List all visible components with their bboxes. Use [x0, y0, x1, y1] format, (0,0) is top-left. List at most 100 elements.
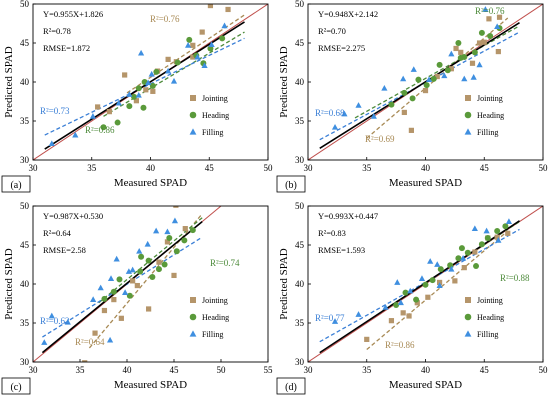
legend-marker-jointing — [465, 297, 471, 303]
point-filling — [125, 268, 132, 274]
overall-fit-line — [41, 220, 203, 354]
point-heading — [415, 76, 422, 83]
point-filling — [129, 266, 136, 273]
point-heading — [437, 266, 444, 273]
point-heading — [464, 249, 471, 256]
point-filling — [126, 91, 133, 97]
point-filling — [64, 318, 71, 325]
panel-tag-box — [276, 175, 306, 193]
legend-label: Filling — [477, 330, 498, 339]
point-filling — [381, 84, 388, 91]
point-jointing — [106, 109, 112, 115]
point-heading — [413, 296, 420, 303]
point-filling — [89, 113, 97, 119]
point-filling — [90, 296, 97, 302]
point-filling — [355, 102, 362, 108]
y-tick-label: 50 — [20, 202, 30, 211]
point-filling — [460, 254, 467, 261]
y-tick-label: 45 — [295, 38, 305, 48]
stat-line: RMSE=2.58 — [43, 245, 86, 255]
plot-frame — [32, 205, 269, 363]
point-heading — [484, 234, 491, 241]
plot-area — [308, 206, 543, 362]
panel-tag-box — [276, 377, 306, 395]
point-filling — [355, 311, 362, 317]
legend-marker-jointing — [190, 95, 196, 101]
point-jointing — [143, 87, 149, 93]
plot-frame — [307, 3, 544, 161]
point-heading — [494, 227, 501, 234]
y-tick-label: 40 — [295, 77, 305, 87]
y-tick-label: 45 — [20, 38, 30, 48]
point-heading — [436, 61, 443, 68]
point-heading — [423, 82, 430, 89]
regression-line-jointing — [88, 213, 203, 349]
point-jointing — [364, 336, 370, 342]
y-tick-label: 35 — [20, 318, 30, 328]
y-tick-label: 50 — [295, 0, 305, 9]
point-filling — [434, 261, 441, 267]
y-tick-label: 45 — [295, 240, 305, 250]
point-heading — [478, 29, 485, 36]
point-jointing — [164, 239, 171, 245]
point-jointing — [469, 60, 476, 66]
point-filling — [441, 72, 448, 79]
legend-marker-filling — [464, 330, 472, 337]
chart-svg-a: 30 35 40 45 50 30 35 40 45 50 Measured SPAD Predict… — [1, 0, 273, 193]
y-axis-label: Predicted SPAD — [3, 46, 15, 117]
point-jointing — [452, 278, 458, 284]
point-jointing — [406, 313, 412, 319]
x-tick-label: 45 — [480, 163, 490, 173]
y-tick-label: 50 — [20, 0, 30, 9]
stat-line: Y=0.955X+1.826 — [43, 9, 103, 19]
chart-svg-d: 30 35 40 45 50 30 35 40 45 50 Measured SPAD Predict… — [276, 201, 548, 395]
x-tick-label: 45 — [480, 365, 490, 375]
point-filling — [185, 42, 192, 48]
x-tick-label: 35 — [76, 365, 86, 375]
point-jointing — [496, 14, 503, 20]
point-jointing — [173, 206, 179, 208]
legend: Jointing Heading Filling — [464, 296, 504, 339]
point-heading — [126, 103, 133, 110]
point-heading — [502, 223, 509, 230]
point-filling — [164, 228, 171, 235]
point-heading — [402, 289, 409, 296]
x-axis-label: Measured SPAD — [114, 379, 187, 391]
point-heading — [409, 95, 416, 102]
x-tick-label: 35 — [362, 163, 372, 173]
legend-label: Filling — [202, 128, 223, 137]
point-heading — [149, 273, 156, 280]
point-heading — [181, 237, 188, 244]
point-heading — [471, 49, 478, 56]
point-filling — [115, 99, 122, 106]
r2-label-filling: R²=0.77 — [315, 313, 345, 323]
point-filling — [394, 279, 401, 285]
y-tick-label: 35 — [20, 116, 30, 126]
overall-fit-line — [319, 220, 520, 354]
point-filling — [418, 275, 426, 281]
panel-tag: (c) — [1, 377, 31, 395]
stat-line: RMSE=1.593 — [318, 245, 365, 255]
r2-label-heading: R²=0.76 — [475, 6, 505, 16]
point-filling — [425, 76, 433, 83]
y-tick-label: 40 — [295, 279, 305, 289]
point-jointing — [434, 73, 440, 80]
point-jointing — [495, 48, 501, 55]
chart-svg-b: 30 35 40 45 50 30 35 40 45 50 Measured SPAD Predict… — [276, 0, 548, 193]
plot-frame — [307, 205, 544, 363]
point-filling — [170, 77, 178, 84]
point-jointing — [476, 40, 483, 46]
point-filling — [341, 110, 348, 117]
plot-area — [33, 206, 222, 362]
point-filling — [145, 79, 152, 86]
r2-label-jointing: R²=0.76 — [150, 14, 180, 24]
x-axis-label: Measured SPAD — [114, 177, 187, 189]
point-filling — [72, 131, 79, 138]
point-jointing — [401, 109, 407, 116]
x-tick-label: 35 — [87, 163, 97, 173]
point-jointing — [122, 72, 128, 78]
point-filling — [194, 53, 201, 60]
point-jointing — [408, 127, 414, 133]
point-filling — [448, 50, 455, 57]
point-jointing — [422, 87, 429, 94]
